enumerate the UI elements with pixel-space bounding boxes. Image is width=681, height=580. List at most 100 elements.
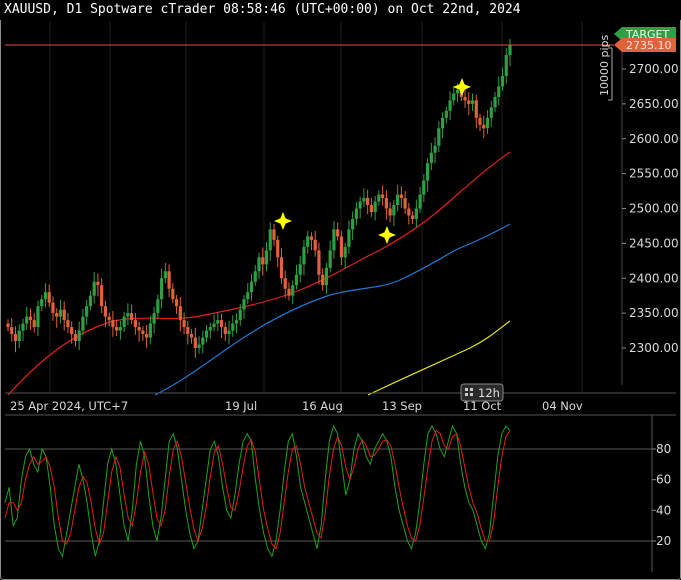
candle-body: [403, 198, 407, 209]
candle-body: [111, 320, 115, 328]
stochastic-oscillator: [4, 424, 511, 558]
candle-body: [227, 330, 231, 335]
candle-body: [133, 320, 137, 328]
candle-body: [433, 145, 437, 153]
candle-body: [324, 267, 329, 286]
candle-body: [366, 198, 370, 206]
candle-body: [174, 299, 179, 307]
candle-body: [25, 316, 29, 324]
time-label: 13 Sep: [382, 399, 422, 413]
candle-body: [347, 229, 351, 247]
candle-body: [470, 100, 475, 104]
candle-body: [369, 205, 373, 212]
candle-body: [152, 313, 156, 324]
candle-body: [422, 180, 426, 195]
candle-body: [377, 194, 381, 202]
price-tick-label: 2550.00: [629, 167, 679, 181]
candle-body: [17, 330, 21, 342]
candle-body: [306, 236, 310, 247]
candle-body: [508, 44, 512, 56]
blue-ma-line: [154, 223, 511, 396]
oscillator-grid: [5, 448, 652, 542]
candle-body: [381, 194, 385, 199]
candle-body: [249, 281, 254, 293]
candle-body: [242, 299, 246, 310]
oscillator-tick-label: 40: [656, 503, 671, 517]
current-price-label-text: 2735.10: [626, 39, 672, 52]
candle-body: [6, 323, 10, 328]
pips-label: 10000 pips: [598, 34, 611, 96]
timeframe-badge-text: 12h: [478, 386, 500, 400]
candle-body: [474, 100, 478, 118]
candle-body: [130, 313, 134, 321]
candle-body: [351, 218, 355, 230]
candle-body: [204, 330, 209, 338]
candle-body: [96, 281, 100, 286]
candle-body: [358, 201, 362, 209]
candle-body: [118, 327, 122, 331]
candle-body: [276, 239, 280, 258]
star-marker: [274, 212, 292, 230]
candle-body: [212, 323, 216, 328]
candle-body: [246, 292, 250, 300]
candle-body: [482, 124, 486, 129]
time-label: 11 Oct: [463, 399, 502, 413]
candle-body: [163, 271, 167, 279]
star-markers: [274, 78, 471, 244]
price-tick-label: 2650.00: [629, 97, 679, 111]
candle-body: [40, 299, 44, 307]
candle-body: [253, 271, 257, 282]
candle-body: [28, 316, 33, 321]
current-price-label[interactable]: 2735.10: [614, 38, 676, 52]
candle-body: [410, 215, 415, 219]
candle-body: [493, 96, 497, 108]
oscillator-tick-label: 80: [656, 442, 671, 456]
candle-body: [399, 194, 403, 199]
candle-body: [384, 198, 388, 209]
candlesticks: [6, 39, 512, 358]
candle-body: [81, 316, 85, 331]
candle-body: [448, 100, 452, 111]
candle-body: [32, 320, 36, 328]
price-tick-label: 2350.00: [629, 306, 679, 320]
oscillator-axis: 80 60 40 20: [652, 442, 671, 548]
candle-body: [58, 309, 63, 317]
price-tick-label: 2400.00: [629, 271, 679, 285]
candle-body: [264, 250, 269, 265]
candle-body: [418, 194, 422, 209]
candle-body: [317, 250, 321, 275]
candle-body: [159, 278, 164, 300]
star-marker: [378, 226, 396, 244]
candle-body: [208, 327, 212, 331]
target-label[interactable]: TARGET: [614, 27, 676, 41]
candle-body: [137, 327, 141, 331]
candle-body: [463, 96, 467, 101]
candle-body: [414, 208, 418, 219]
candle-body: [257, 257, 261, 272]
candle-body: [396, 194, 400, 206]
candle-body: [43, 292, 48, 300]
candle-body: [283, 278, 287, 289]
candle-body: [467, 100, 471, 104]
candle-body: [354, 208, 359, 219]
yellow-ma-line: [367, 320, 511, 396]
candle-body: [171, 288, 175, 300]
candle-body: [272, 229, 276, 240]
candle-body: [156, 299, 160, 314]
star-marker: [453, 78, 471, 96]
candle-body: [145, 334, 149, 338]
candle-body: [425, 163, 430, 181]
candle-body: [497, 86, 501, 97]
candle-body: [478, 117, 482, 125]
candle-body: [298, 264, 302, 275]
candle-body: [321, 274, 325, 286]
timeframe-badge[interactable]: 12h: [460, 383, 504, 402]
candle-body: [362, 198, 366, 202]
candle-body: [62, 309, 66, 321]
candle-body: [429, 152, 433, 164]
price-tick-label: 2600.00: [629, 132, 679, 146]
price-tick-label: 2450.00: [629, 236, 679, 250]
candle-body: [13, 334, 18, 342]
candle-body: [261, 257, 265, 265]
